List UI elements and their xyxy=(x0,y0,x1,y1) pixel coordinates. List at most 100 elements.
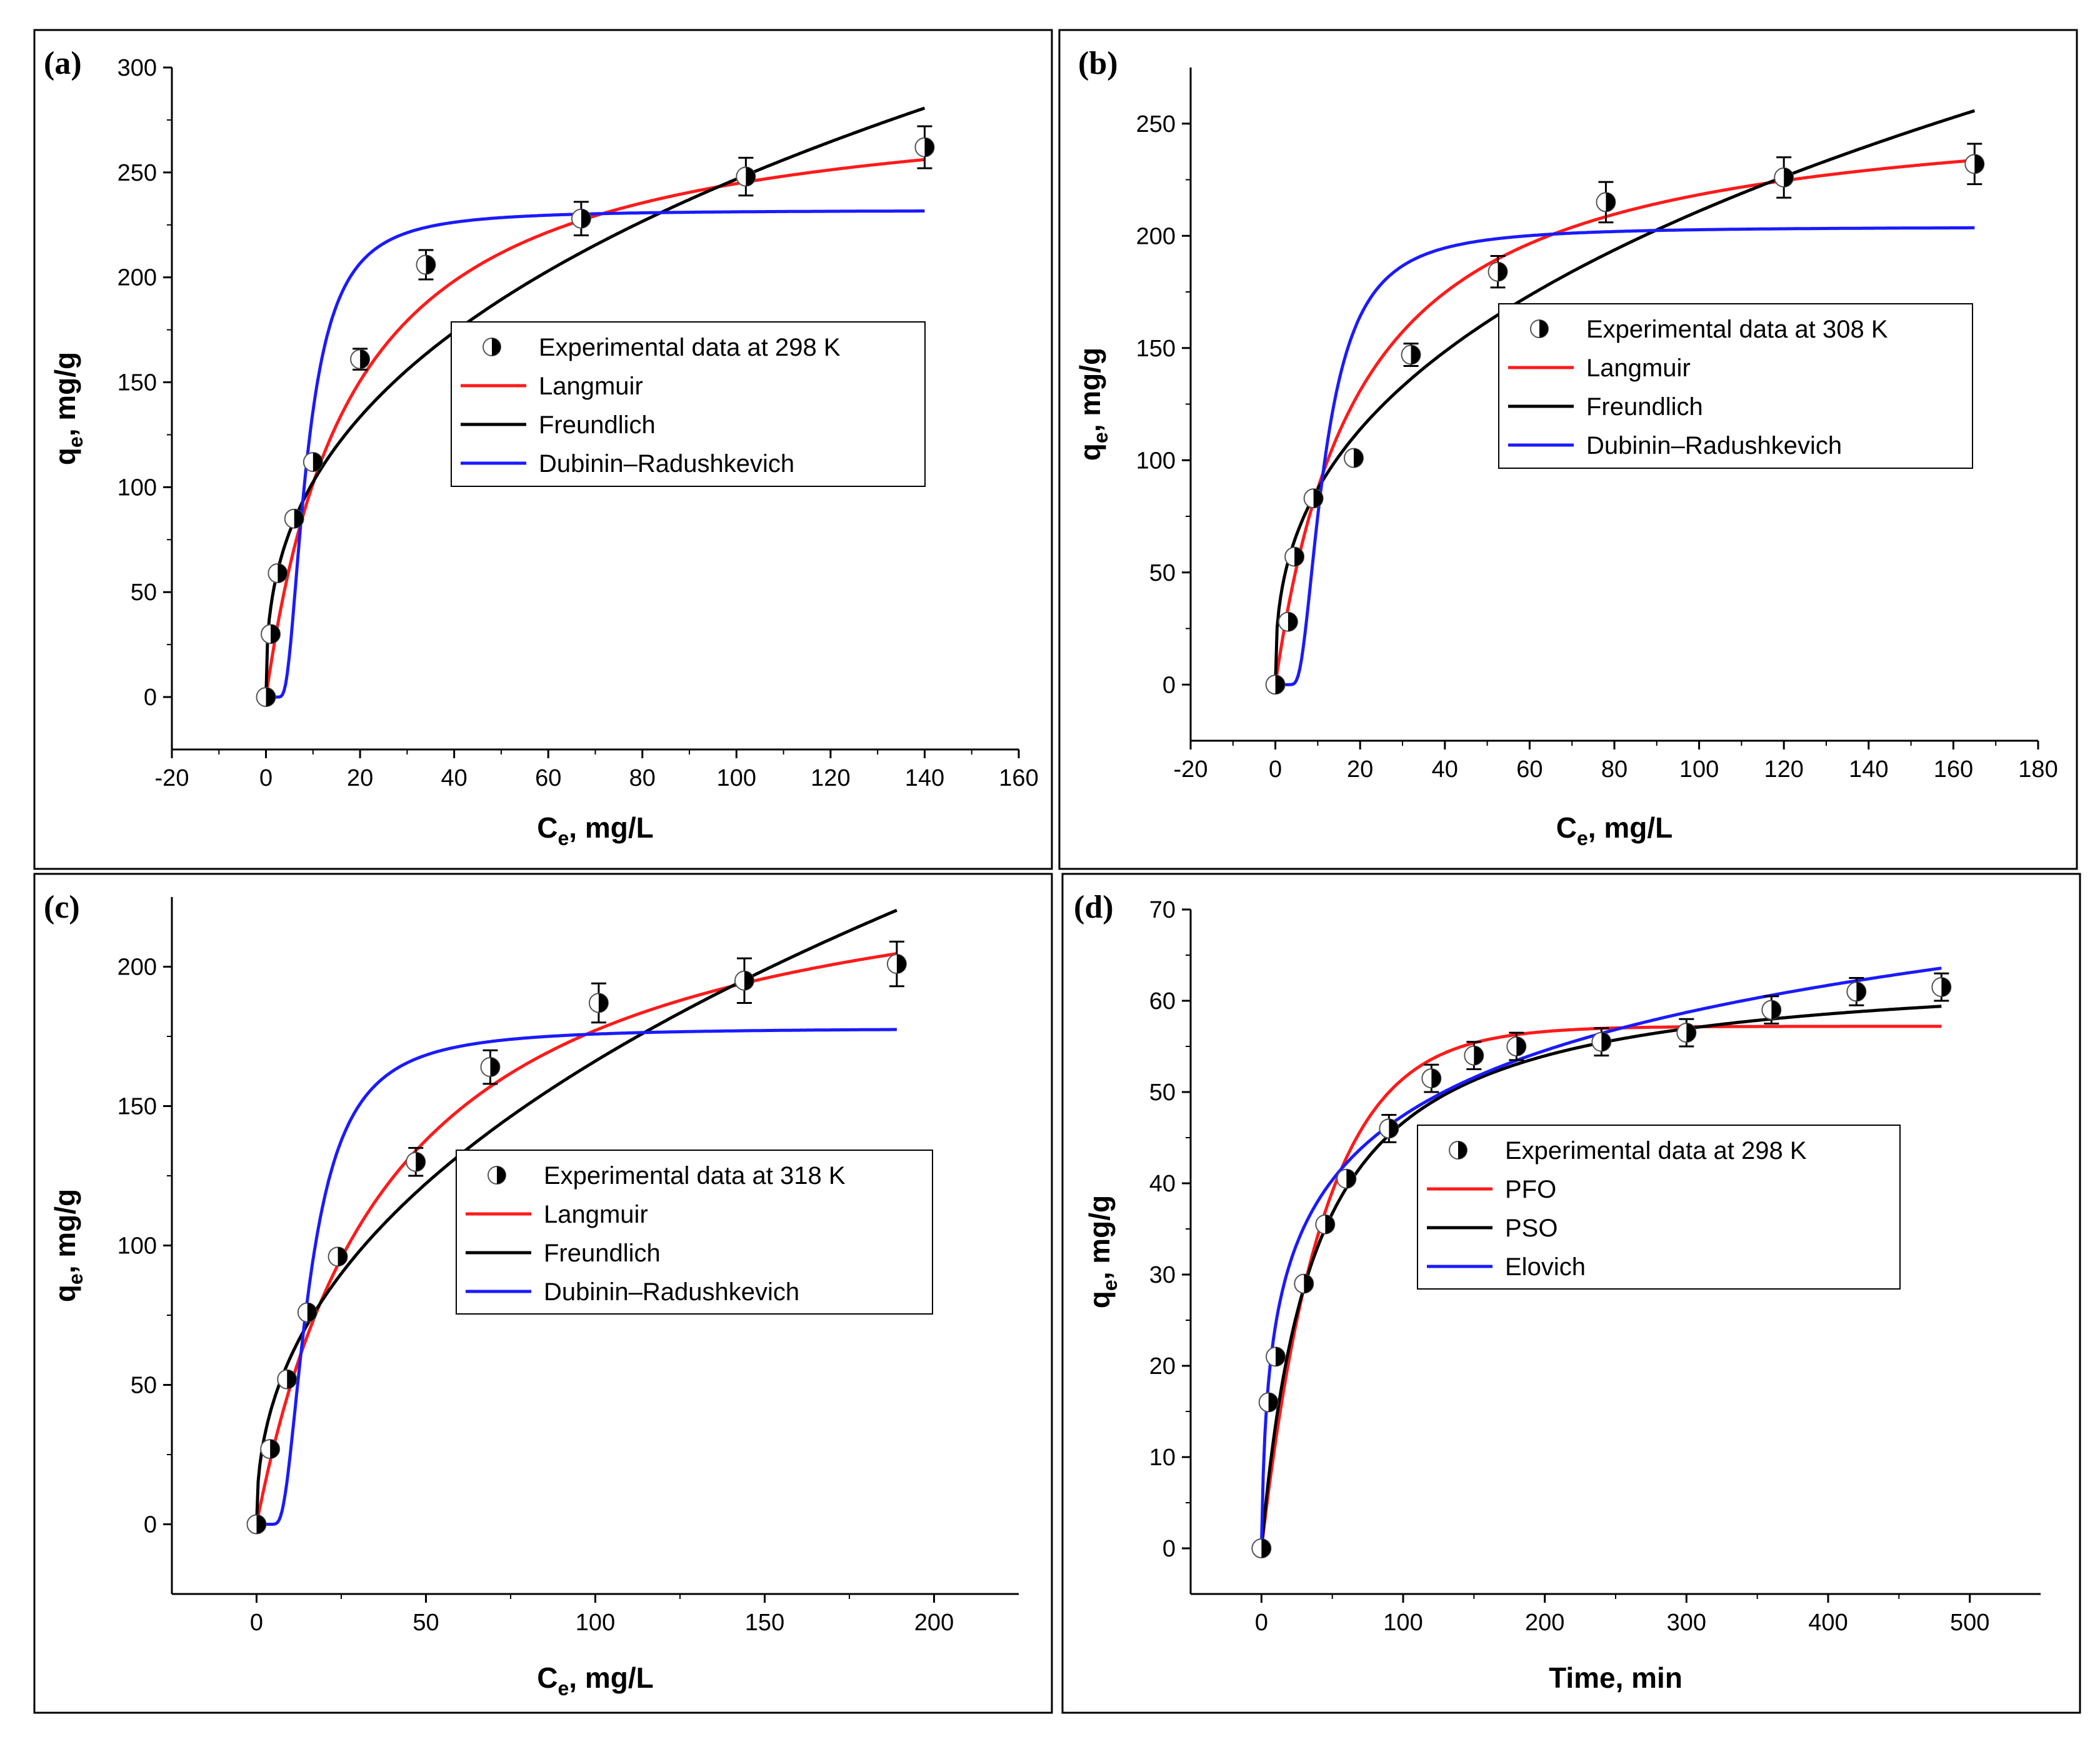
data-point xyxy=(260,1439,281,1460)
curve-langmuir xyxy=(255,952,898,1525)
legend-label: Freundlich xyxy=(1586,393,1703,421)
y-tick-label: 0 xyxy=(144,1512,157,1538)
panel-frame xyxy=(33,29,1053,870)
data-point xyxy=(1464,1045,1484,1066)
data-point xyxy=(302,452,323,473)
data-point xyxy=(736,166,756,187)
legend-label: Langmuir xyxy=(544,1201,648,1228)
data-point xyxy=(1278,611,1298,632)
y-tick-label: 150 xyxy=(118,370,157,396)
legend-box xyxy=(451,321,926,487)
x-tick-label: 100 xyxy=(1679,756,1719,783)
x-tick-label: 40 xyxy=(441,765,468,791)
y-tick-label: 200 xyxy=(1136,223,1176,249)
legend-box xyxy=(1417,1125,1901,1290)
data-point xyxy=(268,563,288,584)
data-point xyxy=(277,1369,298,1390)
panel-frame xyxy=(1061,873,2081,1714)
x-tick-label: 200 xyxy=(1525,1610,1564,1636)
y-tick-label: 250 xyxy=(1136,111,1176,138)
x-tick-label: 40 xyxy=(1432,756,1458,783)
y-tick-label: 100 xyxy=(118,1233,157,1260)
legend-label: Dubinin–Radushkevich xyxy=(544,1278,799,1306)
curve-langmuir xyxy=(1274,158,1975,685)
data-point xyxy=(734,970,754,991)
data-point xyxy=(1344,448,1364,468)
data-point xyxy=(480,1057,501,1078)
data-point xyxy=(588,993,609,1013)
data-point xyxy=(328,1246,348,1267)
data-point xyxy=(886,954,907,975)
y-tick-label: 50 xyxy=(1149,560,1176,586)
data-point xyxy=(1336,1168,1357,1189)
y-tick-label: 0 xyxy=(1162,1536,1176,1562)
data-point xyxy=(1315,1214,1336,1235)
legend-label: Experimental data at 308 K xyxy=(1586,316,1888,343)
panel-letter: (b) xyxy=(1078,46,1118,81)
y-tick-label: 70 xyxy=(1149,897,1176,923)
data-point xyxy=(1258,1392,1279,1413)
x-tick-label: 50 xyxy=(412,1610,439,1636)
curve-freundlich xyxy=(1274,109,1976,685)
x-tick-label: 0 xyxy=(250,1610,263,1636)
legend-label: Langmuir xyxy=(1586,354,1691,382)
legend: Experimental data at 298 K Langmuir Freund… xyxy=(451,321,926,487)
data-point xyxy=(1379,1118,1399,1139)
legend-label: PSO xyxy=(1505,1215,1558,1242)
panel-c: (c) 0 50 100 150 200 0 50 100 150 200 Ce, mg/L qe, m… xyxy=(33,873,1053,1714)
legend-marker xyxy=(488,1166,506,1185)
data-point xyxy=(1596,192,1616,213)
x-axis-title: Ce, mg/L xyxy=(537,1661,653,1700)
x-tick-label: 120 xyxy=(1764,756,1803,783)
data-point xyxy=(284,508,304,529)
legend-label: Experimental data at 298 K xyxy=(539,334,841,361)
y-tick-label: 50 xyxy=(131,1373,157,1399)
y-tick-label: 10 xyxy=(1149,1445,1176,1471)
legend-marker xyxy=(1530,319,1549,338)
panel-d: (d) 0 100 200 300 400 500 0 10 20 30 40 50 60 70 Time, … xyxy=(1061,873,2081,1714)
data-point xyxy=(261,624,281,644)
y-tick-label: 20 xyxy=(1149,1353,1176,1380)
data-point xyxy=(914,137,935,158)
data-point xyxy=(1591,1031,1612,1052)
x-tick-label: 100 xyxy=(576,1610,615,1636)
data-point xyxy=(1846,981,1867,1002)
y-tick-label: 40 xyxy=(1149,1171,1176,1197)
y-tick-label: 200 xyxy=(118,265,157,291)
panel-frame xyxy=(33,873,1053,1714)
data-point xyxy=(1284,546,1305,567)
data-point xyxy=(416,254,436,275)
x-tick-label: 0 xyxy=(1255,1610,1268,1636)
y-axis-title: qe, mg/g xyxy=(1083,1195,1121,1308)
y-tick-label: 150 xyxy=(1136,336,1176,362)
data-point xyxy=(350,349,371,369)
y-tick-label: 300 xyxy=(118,55,157,81)
data-point xyxy=(1964,154,1985,174)
x-axis-title: Ce, mg/L xyxy=(1556,811,1672,849)
x-tick-label: 60 xyxy=(1516,756,1542,783)
curve-freundlich xyxy=(255,908,898,1525)
x-tick-label: 80 xyxy=(629,765,656,791)
x-tick-label: 0 xyxy=(1269,756,1282,783)
legend-label: Freundlich xyxy=(544,1240,661,1267)
x-tick-label: 180 xyxy=(2018,756,2058,783)
y-tick-label: 150 xyxy=(118,1094,157,1120)
x-tick-label: 300 xyxy=(1667,1610,1706,1636)
y-tick-label: 200 xyxy=(118,955,157,981)
x-tick-label: 200 xyxy=(914,1610,954,1636)
data-point xyxy=(1421,1068,1442,1089)
y-tick-label: 30 xyxy=(1149,1262,1176,1288)
y-tick-label: 100 xyxy=(1136,448,1176,474)
x-tick-label: 150 xyxy=(745,1610,784,1636)
data-point xyxy=(1265,674,1286,695)
x-tick-label: -20 xyxy=(155,765,189,791)
y-tick-label: 50 xyxy=(131,579,157,606)
data-point xyxy=(1774,167,1794,188)
x-tick-label: 140 xyxy=(1849,756,1888,783)
curve-freundlich xyxy=(264,106,926,698)
data-point xyxy=(1761,1000,1782,1020)
y-tick-label: 0 xyxy=(1162,672,1176,698)
panel-frame xyxy=(1058,29,2078,870)
x-tick-label: 400 xyxy=(1808,1610,1848,1636)
